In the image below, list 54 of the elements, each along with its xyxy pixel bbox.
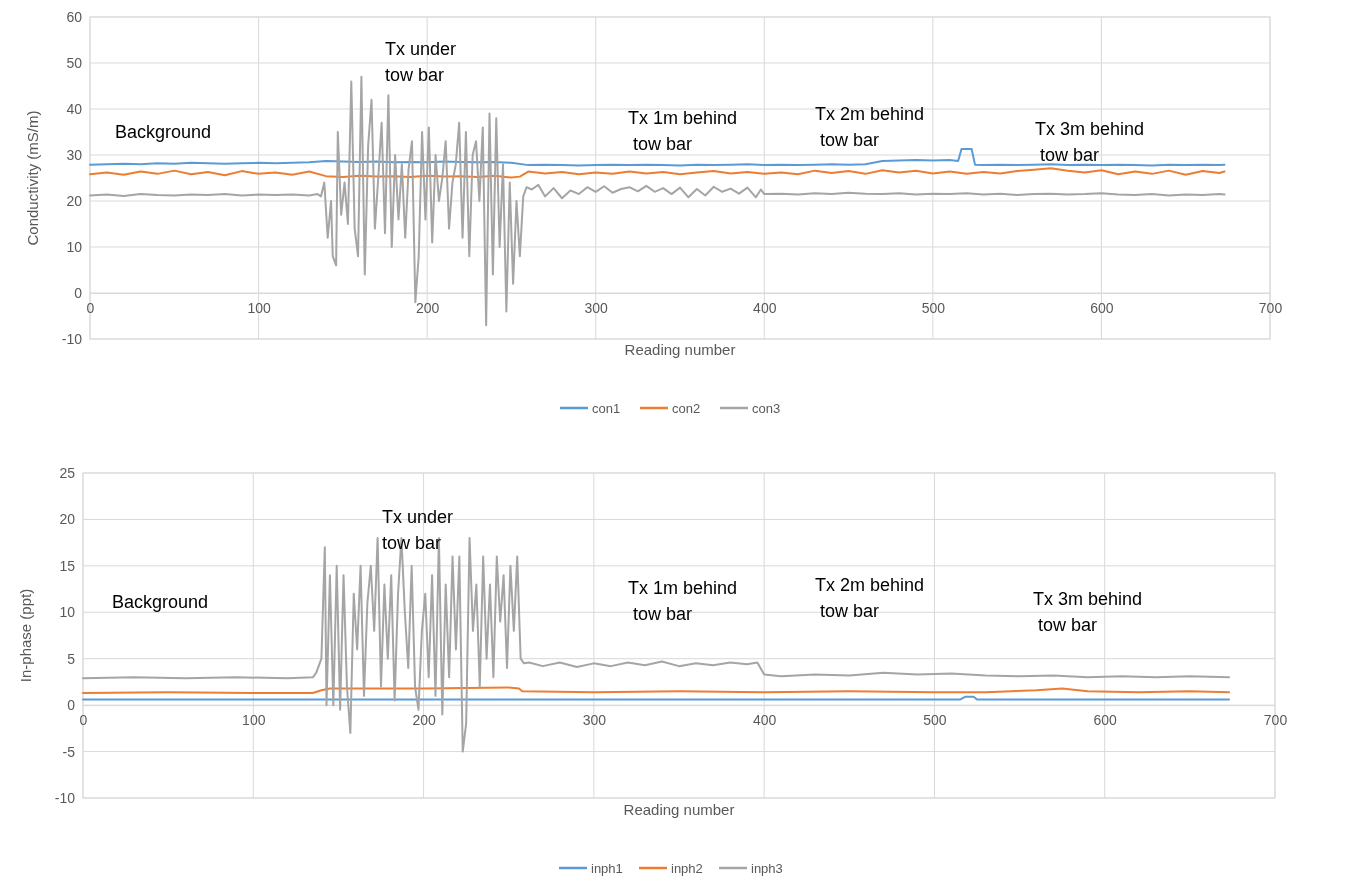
annotation: Background — [112, 592, 209, 612]
x-tick-label: 600 — [1090, 299, 1114, 316]
y-tick-label: 20 — [59, 511, 76, 528]
y-tick-label: 25 — [59, 464, 76, 481]
y-tick-label: -10 — [54, 789, 76, 806]
y-tick-label: 20 — [66, 192, 83, 209]
y-axis-title: Conductivity (mS/m) — [24, 110, 41, 246]
annotation: Tx 1m behind tow bar — [628, 578, 738, 624]
x-tick-label: 200 — [412, 712, 436, 729]
annotation: Background — [115, 122, 212, 142]
line-series — [89, 148, 1226, 167]
y-axis-title: In-phase (ppt) — [17, 588, 34, 683]
annotation: Tx 3m behind tow bar — [1033, 589, 1143, 635]
x-tick-label: 700 — [1263, 712, 1288, 729]
annotation: Tx 1m behind tow bar — [628, 108, 738, 154]
x-axis-title: Reading number — [624, 341, 736, 358]
legend-label: con3 — [752, 401, 781, 416]
annotation: Tx 2m behind tow bar — [815, 104, 925, 150]
legend-label: con1 — [592, 401, 621, 416]
x-tick-label: 600 — [1093, 712, 1118, 729]
legend-label: inph2 — [671, 861, 703, 876]
x-tick-label: 300 — [584, 299, 609, 316]
legend-label: inph3 — [751, 861, 783, 876]
x-tick-label: 500 — [921, 299, 946, 316]
line-series — [89, 167, 1226, 179]
y-tick-label: 40 — [66, 100, 83, 117]
line-series — [82, 537, 1231, 753]
x-tick-label: 400 — [753, 299, 777, 316]
x-tick-label: 100 — [242, 712, 266, 729]
y-tick-label: 10 — [66, 238, 83, 255]
annotation: Tx 3m behind tow bar — [1035, 119, 1145, 165]
x-tick-label: 0 — [86, 299, 95, 316]
x-tick-label: 700 — [1258, 299, 1283, 316]
annotation: Tx under tow bar — [382, 507, 454, 553]
annotation: Tx 2m behind tow bar — [815, 575, 925, 621]
x-tick-label: 500 — [923, 712, 947, 729]
x-tick-label: 200 — [415, 299, 440, 316]
legend-label: inph1 — [591, 861, 623, 876]
x-tick-label: 400 — [752, 712, 777, 729]
x-tick-label: 100 — [247, 299, 271, 316]
legend-label: con2 — [672, 401, 701, 416]
y-tick-label: -5 — [62, 743, 76, 760]
y-tick-label: 0 — [74, 284, 83, 301]
x-axis-title: Reading number — [623, 801, 735, 818]
y-tick-label: 50 — [66, 54, 83, 71]
y-tick-label: 15 — [59, 557, 76, 574]
y-tick-label: 0 — [67, 697, 76, 714]
y-tick-label: -10 — [61, 330, 83, 347]
x-tick-label: 300 — [582, 712, 607, 729]
y-tick-label: 30 — [66, 146, 83, 163]
y-tick-label: 60 — [66, 8, 83, 25]
y-tick-label: 5 — [67, 650, 76, 667]
y-tick-label: 10 — [59, 604, 76, 621]
annotation: Tx under tow bar — [385, 39, 457, 85]
